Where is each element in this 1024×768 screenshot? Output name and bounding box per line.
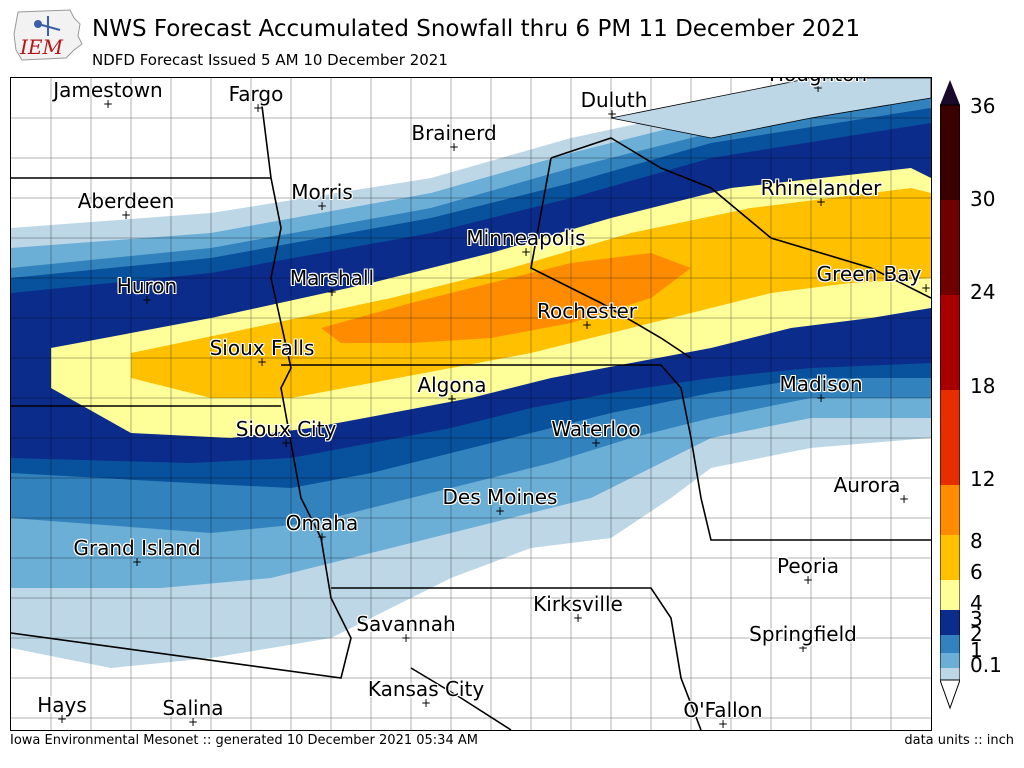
city-marker: + (898, 492, 910, 506)
city-label: Huron (116, 274, 178, 298)
city-marker: + (120, 208, 132, 222)
city-marker: + (572, 611, 584, 625)
city-marker: + (920, 281, 932, 295)
city-label: Sioux City (235, 417, 337, 441)
colorbar-tick: 4 (970, 591, 983, 615)
state-borders (11, 97, 931, 730)
city-marker: + (520, 245, 532, 259)
colorbar-tick: 3 (970, 607, 983, 631)
colorbar-band (940, 200, 960, 295)
colorbar-min-arrow (940, 679, 960, 710)
colorbar-tick: 1 (970, 638, 983, 662)
city-label: Green Bay (816, 262, 922, 286)
city-marker: + (717, 717, 729, 731)
city-label: Grand Island (73, 536, 201, 560)
footer-credit: Iowa Environmental Mesonet :: generated … (10, 733, 478, 748)
snowfall-map-graphic (11, 78, 931, 730)
city-marker: + (187, 715, 199, 729)
city-marker: + (256, 355, 268, 369)
city-label: Peoria (777, 554, 839, 578)
city-label: Houghton (769, 78, 867, 86)
city-label: Sioux Falls (209, 336, 315, 360)
city-label: Aberdeen (77, 189, 175, 213)
colorbar-band (940, 635, 960, 653)
city-label: Springfield (749, 622, 857, 646)
colorbar-band (940, 295, 960, 390)
city-label: Omaha (285, 511, 359, 535)
colorbar-band (940, 390, 960, 485)
city-marker: + (252, 101, 264, 115)
iem-logo: IEM (8, 6, 86, 68)
city-marker: + (400, 631, 412, 645)
colorbar (940, 80, 960, 710)
colorbar-band (940, 653, 960, 668)
city-marker: + (581, 318, 593, 332)
city-marker: + (815, 391, 827, 405)
city-label: Madison (779, 372, 863, 396)
city-label: Brainerd (411, 121, 497, 145)
city-label: Aurora (833, 473, 901, 497)
city-marker: + (316, 530, 328, 544)
colorbar-band (940, 580, 960, 610)
logo-text: IEM (19, 35, 64, 59)
city-label: Salina (162, 696, 224, 720)
city-marker: + (446, 392, 458, 406)
city-marker: + (326, 285, 338, 299)
snowfall-map: + Jamestown + Fargo + Duluth + Brainerd + Aberdee… (10, 77, 932, 731)
city-label: Hays (37, 693, 87, 717)
city-marker: + (141, 293, 153, 307)
city-label: Waterloo (551, 417, 641, 441)
city-marker: + (797, 641, 809, 655)
city-marker: + (131, 555, 143, 569)
city-label: Rochester (537, 299, 637, 323)
city-label: Jamestown (53, 78, 163, 102)
city-marker: + (802, 573, 814, 587)
city-marker: + (448, 140, 460, 154)
colorbar-tick: 8 (970, 529, 983, 553)
city-marker: + (590, 436, 602, 450)
colorbar-band (940, 610, 960, 635)
city-label: Fargo (228, 82, 284, 106)
city-label: Minneapolis (466, 226, 586, 250)
city-label: Des Moines (442, 485, 558, 509)
city-label: O'Fallon (683, 698, 763, 722)
city-label: Rhinelander (760, 176, 882, 200)
city-label: Savannah (356, 612, 456, 636)
chart-title: NWS Forecast Accumulated Snowfall thru 6… (92, 16, 861, 42)
colorbar-tick: 18 (970, 374, 996, 398)
colorbar-band (940, 485, 960, 535)
colorbar-band (940, 105, 960, 200)
colorbar-max-arrow (940, 80, 960, 105)
city-marker: + (494, 504, 506, 518)
city-label: Algona (417, 373, 487, 397)
city-marker: + (280, 436, 292, 450)
city-marker: + (606, 107, 618, 121)
city-label: Marshall (289, 266, 375, 290)
footer-units: data units :: inch (904, 733, 1014, 748)
city-label: Kansas City (367, 677, 485, 701)
colorbar-tick: 24 (970, 280, 996, 304)
colorbar-tick: 30 (970, 187, 996, 211)
colorbar-tick: 0.1 (970, 653, 1002, 677)
colorbar-tick: 2 (970, 622, 983, 646)
city-marker: + (56, 712, 68, 726)
city-marker: + (316, 199, 328, 213)
colorbar-tick: 12 (970, 467, 996, 491)
colorbar-tick: 36 (970, 94, 996, 118)
chart-subtitle: NDFD Forecast Issued 5 AM 10 December 20… (92, 51, 448, 69)
colorbar-tick: 6 (970, 560, 983, 584)
city-marker: + (102, 97, 114, 111)
city-label: Duluth (580, 88, 648, 112)
city-label: Kirksville (533, 592, 623, 616)
colorbar-band (940, 535, 960, 580)
city-marker: + (815, 195, 827, 209)
county-grid (11, 78, 931, 730)
city-marker: + (812, 81, 824, 95)
city-marker: + (420, 696, 432, 710)
city-label: Morris (291, 180, 353, 204)
colorbar-band (940, 668, 960, 680)
